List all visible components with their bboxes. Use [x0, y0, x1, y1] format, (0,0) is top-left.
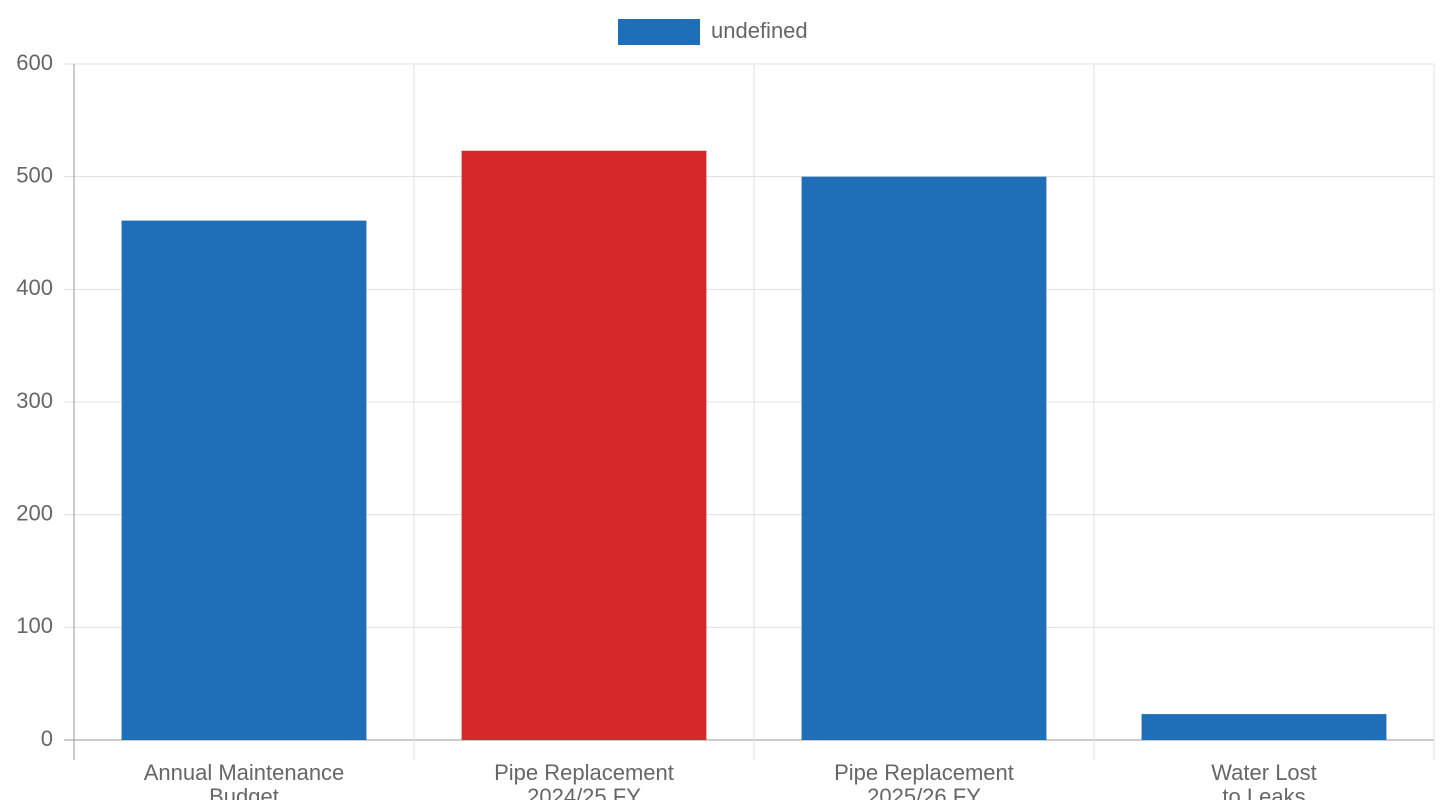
bar	[1141, 714, 1387, 740]
y-tick-label: 400	[16, 275, 53, 300]
x-tick-label: Water Lost	[1211, 760, 1317, 785]
y-tick-label: 0	[41, 726, 53, 751]
y-tick-label: 500	[16, 162, 53, 187]
legend-swatch	[618, 19, 700, 45]
x-tick-label: to Leaks	[1222, 784, 1305, 800]
x-tick-label: 2024/25 FY	[527, 784, 641, 800]
x-tick-label: Pipe Replacement	[834, 760, 1014, 785]
y-tick-label: 600	[16, 50, 53, 75]
y-tick-label: 200	[16, 500, 53, 525]
bar	[121, 220, 367, 740]
x-tick-label: Annual Maintenance	[144, 760, 345, 785]
bar	[801, 176, 1047, 740]
x-tick-label: 2025/26 FY	[867, 784, 981, 800]
y-tick-label: 300	[16, 388, 53, 413]
y-tick-label: 100	[16, 613, 53, 638]
x-tick-label: Budget	[209, 784, 279, 800]
x-tick-label: Pipe Replacement	[494, 760, 674, 785]
bar	[461, 150, 707, 741]
legend-label: undefined	[711, 18, 808, 43]
